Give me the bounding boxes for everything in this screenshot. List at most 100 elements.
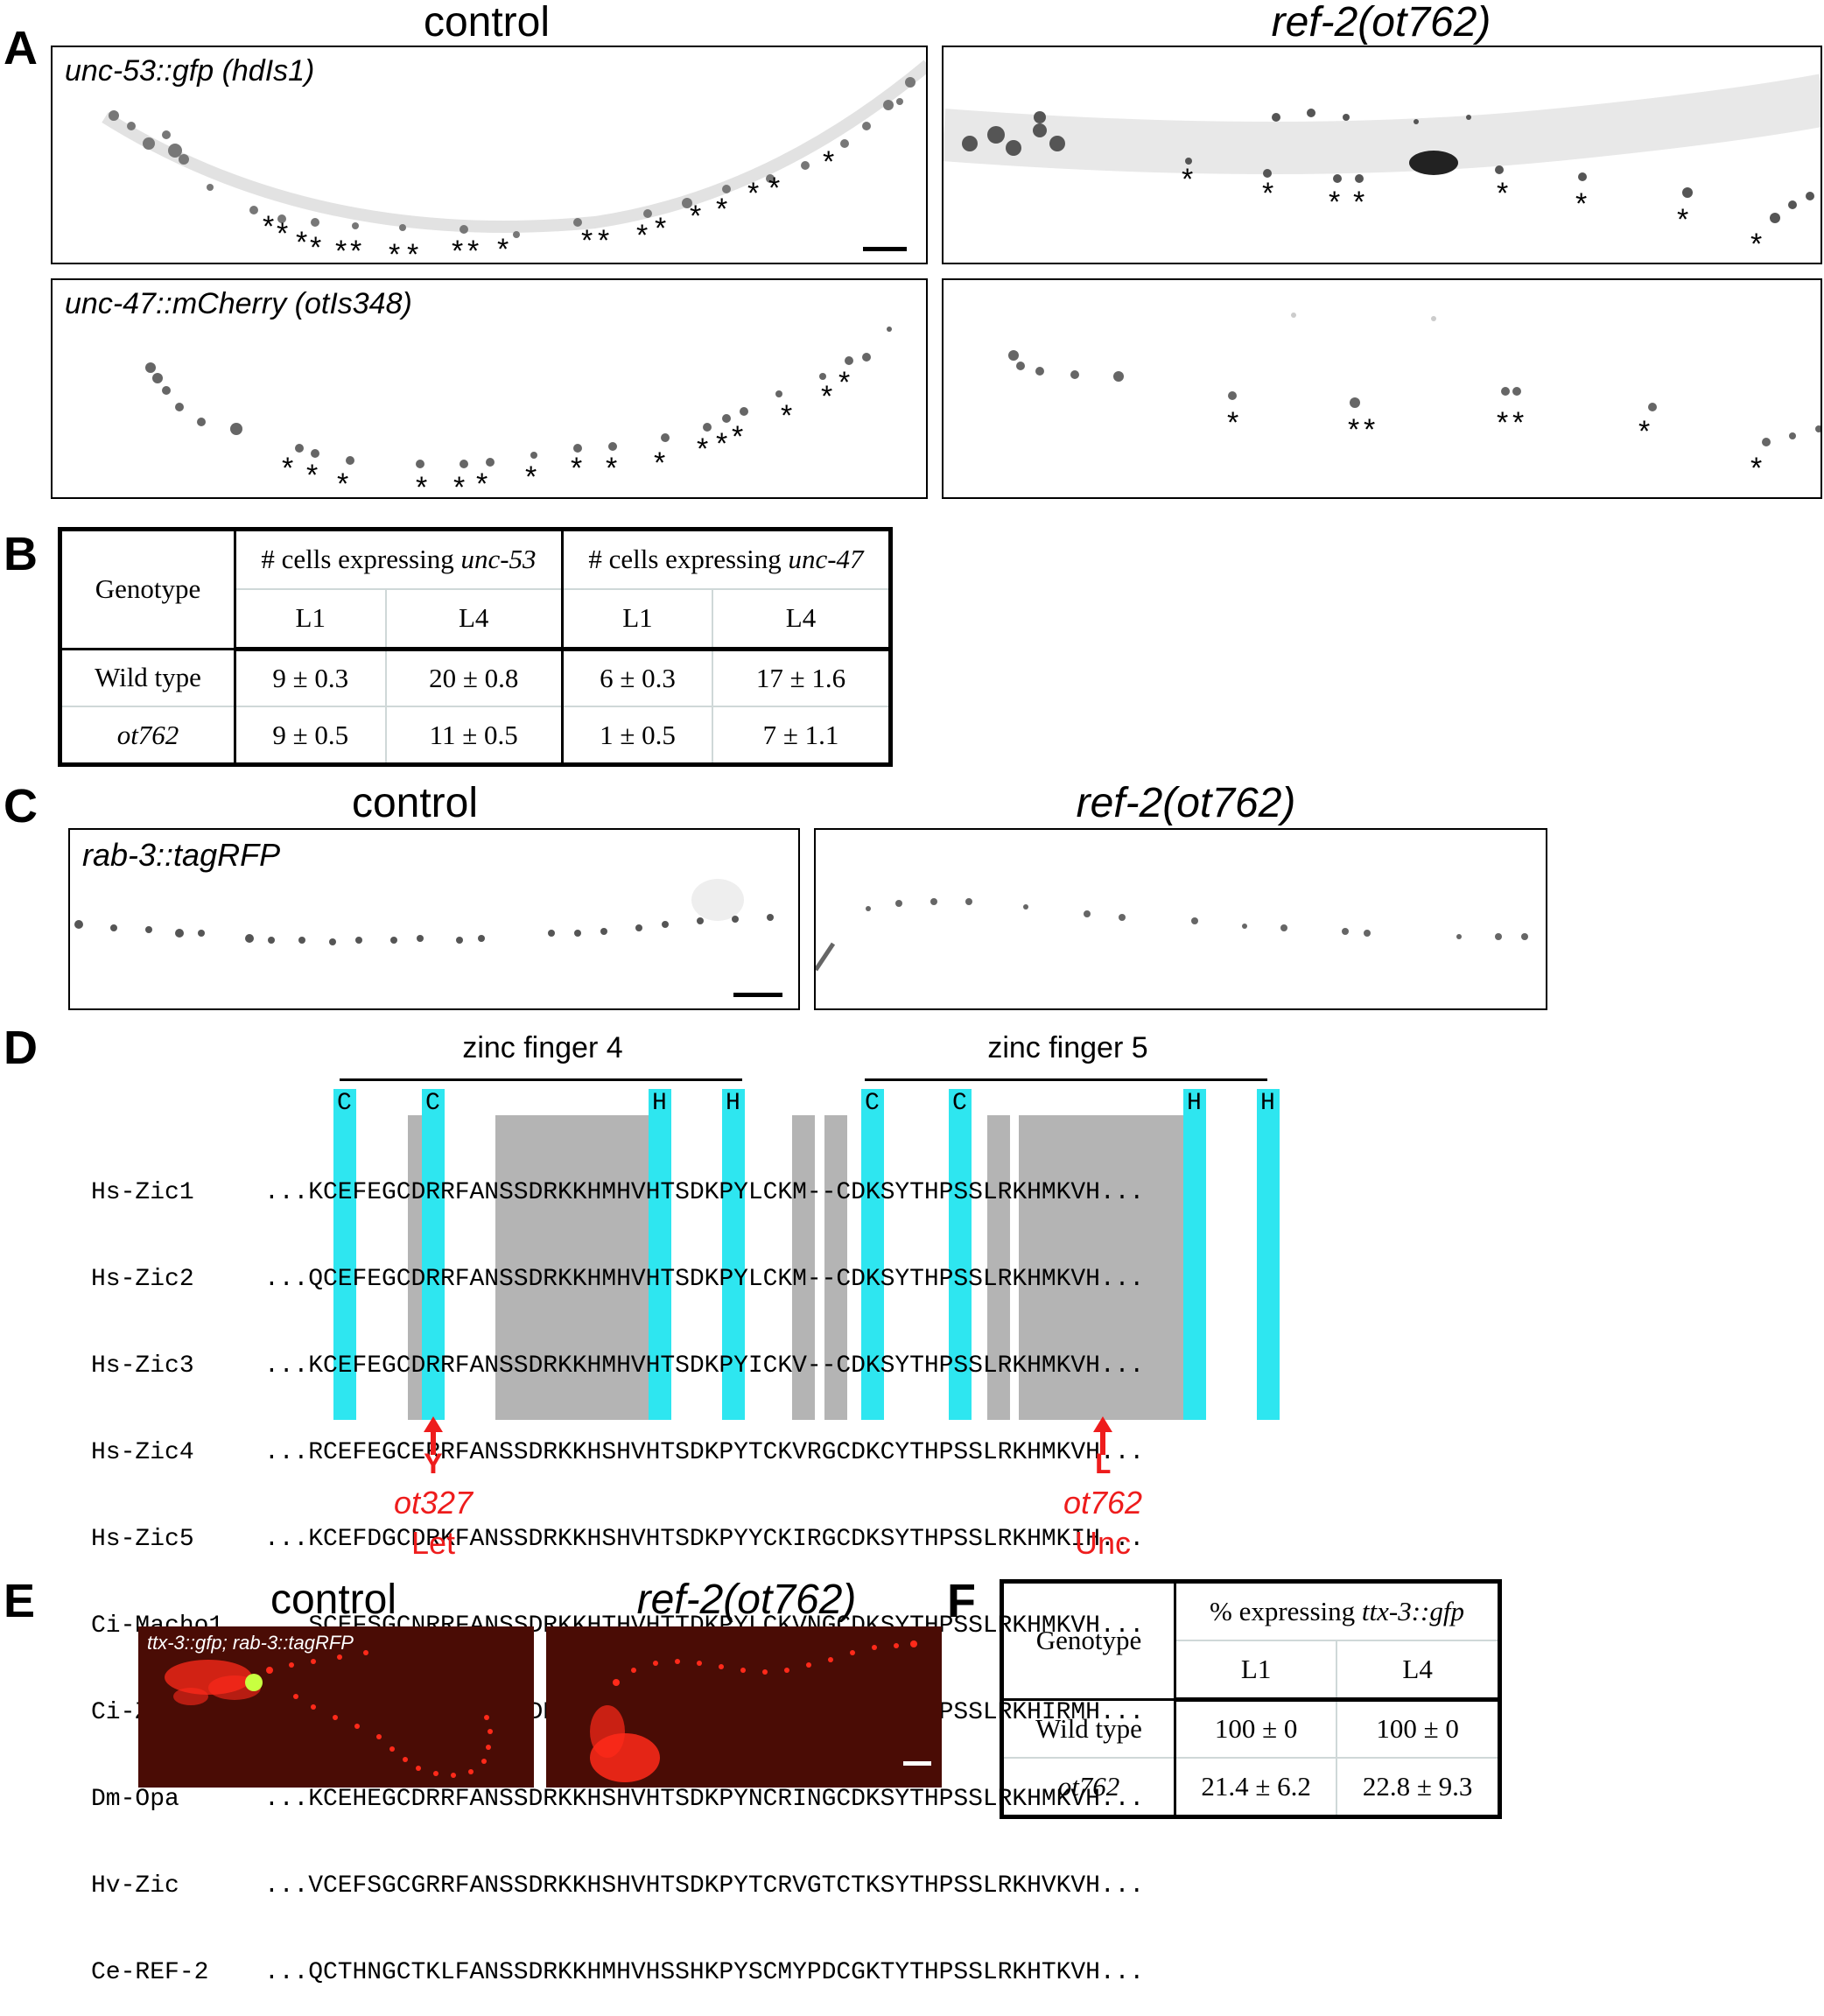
arrow-ot327-icon — [424, 1416, 443, 1455]
panel-a-title-control: control — [423, 0, 551, 46]
asterisk: * — [697, 432, 709, 466]
worm-image-c1 — [74, 879, 774, 945]
table-row: Wild type 100 ± 0 100 ± 0 — [1000, 1697, 1503, 1760]
sequence-list: ...KCEFEGCDRRFANSSDRKKHMHVHTSDKPYLCKM--C… — [264, 1120, 1144, 2016]
gray-column — [824, 1115, 847, 1420]
mutation-ot762-allele: ot762 — [1063, 1485, 1143, 1521]
asterisk: * — [654, 446, 666, 480]
asterisk: * — [1182, 163, 1194, 196]
worm-image-e2 — [590, 1640, 917, 1782]
cyan-column — [422, 1089, 445, 1420]
asterisk: * — [598, 224, 610, 257]
label-unc47-mcherry: unc-47::mCherry (otIs348) — [65, 287, 412, 320]
table-cell: 17 ± 1.6 — [712, 647, 894, 708]
table-f-header-ttx3: % expressing ttx-3::gfp — [1174, 1578, 1502, 1641]
gray-column — [408, 1115, 422, 1420]
asterisk: * — [1497, 177, 1509, 210]
panel-letter-a: A — [4, 22, 38, 74]
cyan-column — [861, 1089, 884, 1420]
asterisk: * — [337, 467, 349, 501]
label-ttx3-rab3: ttx-3::gfp; rab-3::tagRFP — [147, 1632, 354, 1654]
asterisk: * — [306, 459, 319, 492]
table-row: ot762 21.4 ± 6.2 22.8 ± 9.3 — [1000, 1757, 1503, 1820]
cyan-column — [1257, 1089, 1280, 1420]
cyan-column — [1183, 1089, 1206, 1420]
sequence-row: ...KCEHEGCDRRFANSSDRKKHSHVHTSDKPYNCRINGC… — [264, 1786, 1145, 1813]
micrograph-a-mutant-unc53 — [942, 46, 1822, 264]
asterisk: * — [606, 452, 618, 485]
asterisk: * — [747, 177, 760, 210]
gray-column — [792, 1115, 815, 1420]
scale-bar-e — [903, 1761, 931, 1766]
asterisk: * — [1497, 406, 1509, 439]
table-cell: 100 ± 0 — [1336, 1697, 1503, 1760]
species-name: Hv-Zic — [91, 1872, 179, 1900]
asterisk: * — [1364, 413, 1376, 446]
asterisk: * — [781, 399, 793, 432]
sequence-row: ...KCEFDGCDRKFANSSDRKKHSHVHTSDKPYYCKIRGC… — [264, 1526, 1145, 1553]
sequence-row: ...KCEFEGCDRRFANSSDRKKHMHVHTSDKPYLCKM--C… — [264, 1179, 1145, 1206]
species-name: Hs-Zic1 — [91, 1179, 194, 1206]
conserved-residue: H — [1187, 1090, 1202, 1117]
panel-letter-e: E — [4, 1575, 36, 1627]
sequence-row: ...KCEFEGCDRRFANSSDRKKHMHVHTSDKPYICKV--C… — [264, 1352, 1145, 1380]
header-gene: ttx-3::gfp — [1361, 1595, 1464, 1626]
table-b-genotype-mut: ot762 — [58, 706, 236, 768]
table-b-stage: L4 — [384, 587, 564, 651]
asterisk: * — [1750, 452, 1763, 485]
mutation-ot327-allele: ot327 — [393, 1485, 474, 1521]
worm-image-a1 — [102, 60, 926, 238]
conserved-residue: C — [425, 1090, 440, 1117]
header-prefix: % expressing — [1210, 1595, 1362, 1626]
species-name: Dm-Opa — [91, 1786, 179, 1813]
asterisk: * — [1677, 203, 1689, 236]
gray-block — [1019, 1115, 1183, 1420]
asterisk: * — [452, 235, 464, 268]
panel-e-title-control: control — [270, 1577, 397, 1623]
panel-c-title-control: control — [351, 780, 479, 826]
table-cell: 1 ± 0.5 — [561, 706, 714, 768]
label-rab3-tagrfp: rab-3::tagRFP — [82, 837, 281, 873]
header-gene: unc-53 — [460, 544, 537, 575]
worm-image-a3 — [145, 327, 892, 468]
table-cell: 21.4 ± 6.2 — [1174, 1757, 1338, 1820]
asterisk: * — [838, 366, 851, 399]
label-unc53-gfp: unc-53::gfp (hdIs1) — [65, 54, 315, 88]
asterisk: * — [497, 233, 509, 266]
conserved-residue: H — [1260, 1090, 1275, 1117]
conserved-residue: C — [865, 1090, 880, 1117]
asterisk: * — [525, 460, 537, 494]
species-name: Hs-Zic2 — [91, 1266, 194, 1293]
table-f-stage: L1 — [1174, 1639, 1338, 1702]
asterisk: * — [1348, 413, 1360, 446]
cyan-column — [333, 1089, 356, 1420]
table-b: Genotype # cells expressing unc-53 # cel… — [58, 526, 894, 768]
panel-letter-c: C — [4, 780, 38, 832]
sequence-row: ...QCEFEGCDRRFANSSDRKKHMHVHTSDKPYLCKM--C… — [264, 1266, 1145, 1293]
asterisk: * — [1750, 228, 1763, 261]
micrograph-c-mutant — [814, 828, 1547, 1010]
worm-image-a4 — [1008, 313, 1820, 446]
asterisk: * — [581, 224, 593, 257]
species-name: Hs-Zic3 — [91, 1352, 194, 1380]
zinc-finger-4-bracket — [340, 1078, 742, 1081]
asterisk: * — [768, 172, 781, 205]
table-cell: 6 ± 0.3 — [561, 647, 714, 708]
panel-a-title-mutant: ref-2(ot762) — [1271, 0, 1491, 46]
asterisk: * — [1227, 406, 1239, 439]
table-b-header-unc47: # cells expressing unc-47 — [561, 526, 894, 590]
table-f-stage: L4 — [1336, 1639, 1503, 1702]
cyan-column — [949, 1089, 972, 1420]
header-prefix: # cells expressing — [261, 544, 461, 575]
species-name: Hs-Zic4 — [91, 1439, 194, 1466]
panel-e-title-mutant: ref-2(ot762) — [636, 1577, 857, 1623]
worm-image-c2 — [816, 898, 1528, 972]
table-cell: 11 ± 0.5 — [384, 706, 564, 768]
asterisk: * — [453, 471, 466, 504]
worm-image-a2 — [944, 74, 1820, 223]
asterisk: * — [335, 235, 347, 268]
mutation-ot762-aa: L — [1093, 1450, 1112, 1483]
worm-image-e1 — [165, 1650, 493, 1778]
scale-bar-a — [863, 247, 907, 251]
sequence-row: ...VCEFSGCGRRFANSSDRKKHSHVHTSDKPYTCRVGTC… — [264, 1872, 1145, 1900]
